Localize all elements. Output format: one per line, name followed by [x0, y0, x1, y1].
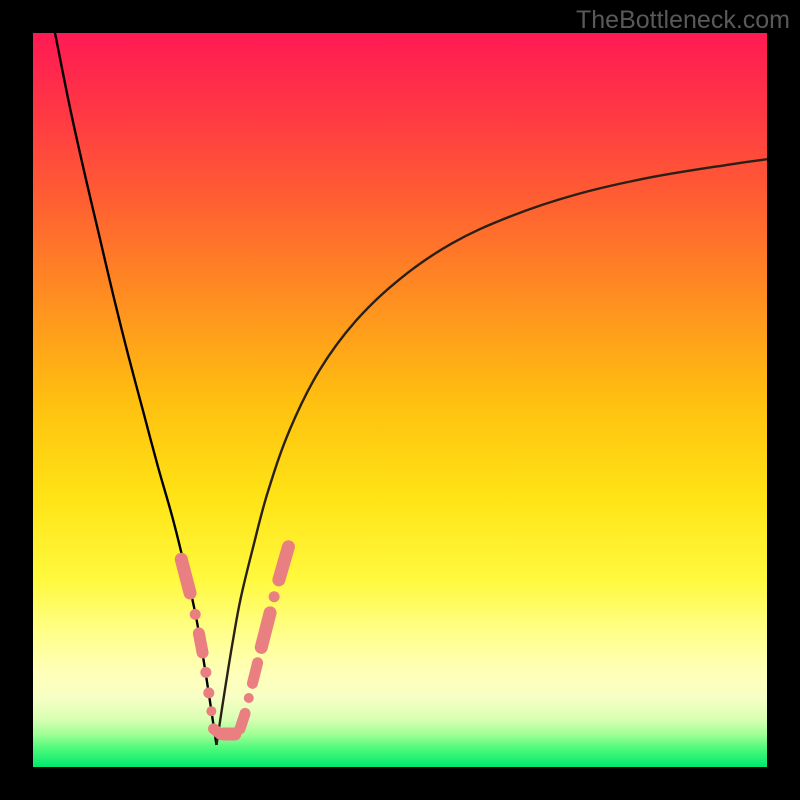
watermark-text: TheBottleneck.com — [576, 6, 790, 35]
marker-dot — [200, 667, 211, 678]
marker-segment — [240, 713, 245, 728]
marker-dot — [269, 591, 280, 602]
bottleneck-chart — [0, 0, 800, 800]
marker-segment — [279, 547, 289, 580]
marker-dot — [203, 687, 214, 698]
marker-dot — [206, 706, 216, 716]
marker-segment — [181, 559, 190, 593]
marker-dot — [190, 609, 201, 620]
marker-segment — [252, 663, 257, 684]
marker-segment — [261, 613, 270, 647]
chart-plot-background — [33, 33, 767, 767]
marker-segment — [199, 633, 203, 652]
marker-dot — [244, 693, 254, 703]
